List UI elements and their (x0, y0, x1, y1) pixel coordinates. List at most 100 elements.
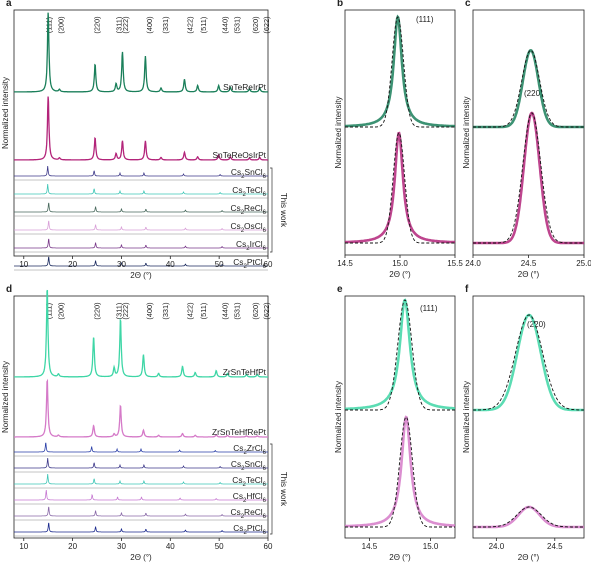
series-line (14, 506, 268, 517)
peak-annotation: (111) (416, 15, 434, 24)
series-label: Cs2OsCl6 (230, 221, 266, 234)
series-line (14, 378, 268, 438)
data-line (473, 505, 584, 529)
series-label: Cs2PtCl6 (233, 257, 266, 270)
label-part: TeCl (246, 475, 263, 485)
hkl-label: (311) (115, 303, 124, 320)
x-tick-label: 10 (19, 260, 28, 269)
peak-annotation: (220) (524, 89, 543, 98)
bracket-label: This work (279, 472, 288, 507)
panel-a: a(111) (200) (220) (311)(222) (400) (331) (422… (1, 0, 288, 280)
x-tick-label: 14.5 (337, 259, 353, 268)
plot-frame (13, 9, 269, 257)
series-line (14, 238, 268, 249)
series-label: Cs2SnCl6 (231, 459, 267, 472)
data-line (473, 111, 584, 245)
series-line (14, 490, 268, 501)
label-part: 6 (263, 192, 267, 198)
x-tick-label: 20 (68, 260, 77, 269)
label-part: ReCl (244, 507, 263, 517)
fit-line (345, 132, 455, 244)
label-part: 2 (241, 466, 245, 472)
label-part: 6 (263, 466, 267, 472)
x-tick-label: 24.5 (521, 259, 537, 268)
label-part: 6 (263, 246, 267, 252)
label-part: 6 (263, 450, 267, 456)
hkl-label: (622) (262, 302, 271, 319)
bracket (270, 167, 273, 253)
hkl-label: (200) (56, 302, 65, 319)
label-part: 2 (243, 450, 247, 456)
hkl-label: (331) (161, 302, 170, 319)
series-line (14, 184, 268, 195)
y-axis-label: Normalized intensity (1, 77, 10, 149)
fit-line (473, 49, 584, 128)
label-part: Cs (236, 239, 246, 249)
x-tick-label: 40 (166, 260, 175, 269)
x-tick-label: 20 (68, 542, 77, 551)
label-part: IrCl (250, 239, 263, 249)
hkl-label: (200) (56, 16, 65, 33)
fit-line (345, 299, 455, 411)
label-part: Cs (230, 221, 240, 231)
hkl-label: (511) (199, 17, 208, 34)
plot-frame (344, 295, 456, 539)
x-tick-label: 10 (19, 542, 28, 551)
hkl-label: (531) (232, 302, 241, 319)
panel-letter: d (6, 284, 12, 295)
series-label: Cs2ZrCl6 (233, 443, 266, 456)
x-tick-label: 24.0 (465, 259, 481, 268)
y-axis-label: Normalized intensity (334, 381, 343, 453)
x-tick-label: 50 (215, 542, 224, 551)
panel-b: b (111) 14.5 15.0 15.5 2Θ (°) Normalized inten… (334, 0, 463, 279)
panel-letter: f (465, 284, 469, 295)
x-axis-label: 2Θ (°) (518, 270, 540, 279)
hkl-label: (620) (251, 302, 260, 319)
series-label: Cs2SnCl6 (231, 167, 267, 180)
x-tick-label: 60 (264, 260, 273, 269)
label-part: 2 (246, 246, 250, 252)
y-axis-label: Normalized intensity (1, 361, 10, 433)
series-label: Cs2HfCl6 (233, 491, 267, 504)
hkl-label: (400) (145, 16, 154, 33)
y-axis-label: Normalized intensity (462, 96, 471, 168)
panel-d: d (111) (200) (220) (311)(222) (400) (331) (422… (1, 284, 288, 562)
label-part: Cs (230, 507, 240, 517)
x-tick-label: 15.0 (392, 259, 408, 268)
label-part: 6 (263, 514, 267, 520)
series-line (14, 96, 268, 161)
label-part: Cs (232, 475, 242, 485)
fit-line (345, 416, 455, 528)
label-part: Cs (231, 459, 241, 469)
hkl-label: (222) (121, 16, 130, 33)
data-line (345, 131, 456, 244)
label-part: 2 (241, 514, 245, 520)
series-line (14, 474, 268, 485)
hkl-label: (511) (199, 303, 208, 320)
series-line (14, 256, 268, 267)
x-tick-label: 50 (215, 260, 224, 269)
hkl-label: (400) (145, 302, 154, 319)
label-part: 6 (263, 498, 267, 504)
data-line (473, 313, 584, 412)
x-tick-label: 15.5 (447, 259, 463, 268)
hkl-label: (111) (45, 303, 54, 319)
label-part: Cs (233, 523, 243, 533)
data-line (473, 48, 584, 129)
panel-f: f (220) 24.0 24.5 2Θ (°) Normalized intensity (462, 284, 585, 562)
x-tick-label: 24.0 (489, 542, 505, 551)
label-part: 6 (263, 264, 267, 270)
hkl-label: (331) (161, 16, 170, 33)
label-part: Cs (230, 203, 240, 213)
data-line (345, 14, 455, 128)
bracket-label: This work (279, 193, 288, 228)
series-line (14, 458, 268, 469)
hkl-label: (222) (121, 302, 130, 319)
series-line (14, 166, 268, 177)
x-tick-label: 30 (117, 260, 126, 269)
panel-letter: b (337, 0, 343, 9)
x-tick-label: 15.0 (423, 542, 439, 551)
hkl-label: (422) (185, 302, 194, 319)
hkl-label: (311) (115, 17, 124, 34)
